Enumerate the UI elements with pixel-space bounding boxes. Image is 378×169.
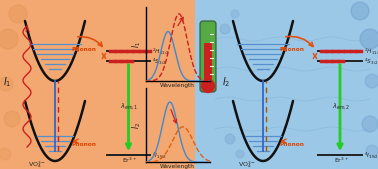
Circle shape [0,29,18,49]
Text: $\mathrm{VO_4^{3-}}$: $\mathrm{VO_4^{3-}}$ [238,159,256,169]
Text: Phonon: Phonon [72,47,97,52]
Text: $^4S_{3/2}$: $^4S_{3/2}$ [152,56,167,66]
Circle shape [231,10,239,18]
Circle shape [220,24,230,34]
Ellipse shape [0,0,30,169]
FancyBboxPatch shape [200,21,216,92]
Text: Phonon: Phonon [72,142,97,147]
Text: $I_1$: $I_1$ [3,75,11,89]
Circle shape [362,116,378,132]
Polygon shape [0,0,195,169]
Text: $\lambda_{em,2}$: $\lambda_{em,2}$ [332,101,350,111]
Circle shape [360,29,378,49]
Circle shape [201,79,214,92]
Circle shape [225,134,235,144]
Text: $\mathrm{Er^{3+}}$: $\mathrm{Er^{3+}}$ [122,156,138,165]
Circle shape [351,2,369,20]
Circle shape [9,5,27,23]
Circle shape [4,111,20,127]
Text: $\mathrm{VO_4^{3-}}$: $\mathrm{VO_4^{3-}}$ [28,159,46,169]
Circle shape [236,150,244,158]
Text: $\lambda_{em,1}$: $\lambda_{em,1}$ [121,101,139,111]
Circle shape [366,145,378,157]
Text: $^4I_{15/2}$: $^4I_{15/2}$ [152,150,167,160]
Y-axis label: $I_2$: $I_2$ [130,122,143,129]
Ellipse shape [348,0,378,169]
Text: Phonon: Phonon [280,142,305,147]
Circle shape [0,77,13,91]
Text: Phonon: Phonon [280,47,305,52]
Polygon shape [195,0,378,169]
Text: $^2H_{11/2}$: $^2H_{11/2}$ [152,46,170,56]
X-axis label: Wavelength: Wavelength [160,82,195,88]
X-axis label: Wavelength: Wavelength [160,164,195,169]
Circle shape [0,148,11,160]
Text: $\mathrm{Er^{3+}}$: $\mathrm{Er^{3+}}$ [334,156,349,165]
Text: $^2H_{11/2}$: $^2H_{11/2}$ [364,46,378,56]
Text: $^4S_{3/2}$: $^4S_{3/2}$ [364,56,378,66]
Text: $I_2$: $I_2$ [222,75,231,89]
Text: $^4I_{15/2}$: $^4I_{15/2}$ [364,150,378,160]
Y-axis label: $I_1$: $I_1$ [130,40,143,47]
Circle shape [365,74,378,88]
FancyBboxPatch shape [204,43,212,85]
